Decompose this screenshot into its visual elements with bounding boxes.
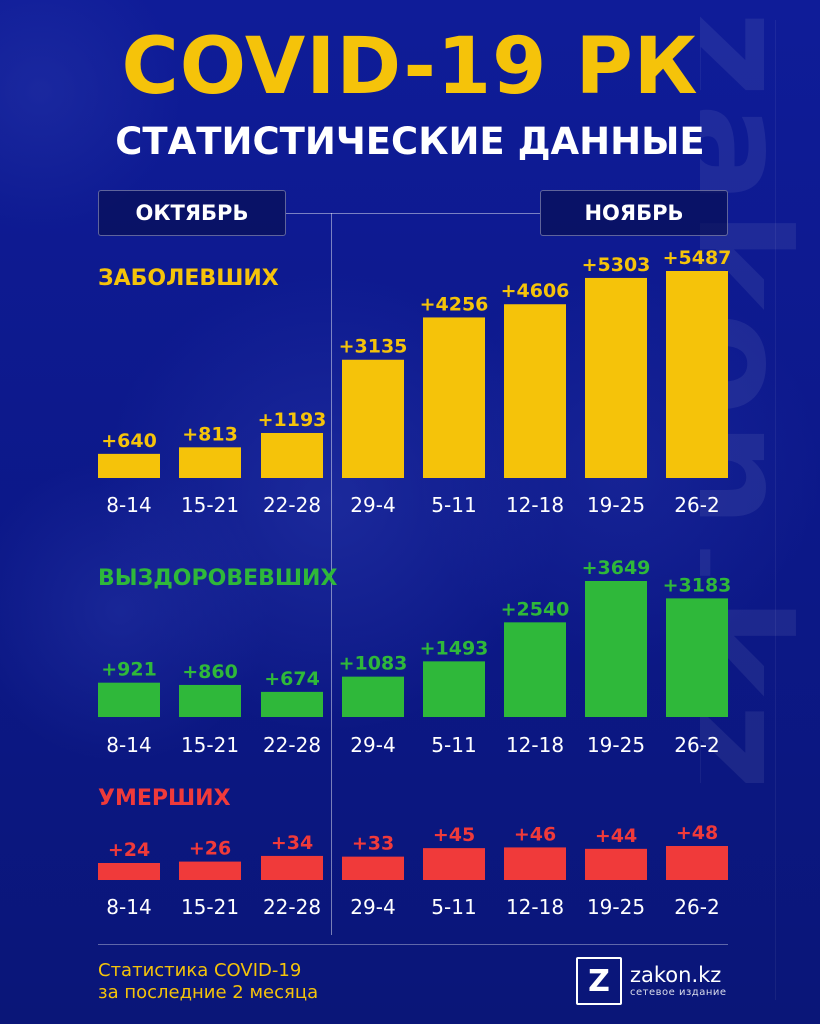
bar-deaths-29-4	[342, 856, 404, 880]
bar-deaths-12-18	[504, 847, 566, 880]
tick-label-cases-12-18: 12-18	[506, 493, 564, 517]
bar-cases-15-21	[179, 447, 241, 478]
tick-label-deaths-8-14: 8-14	[106, 895, 151, 919]
bar-recovered-22-28	[261, 691, 323, 717]
chart-cases: ЗАБОЛЕВШИХ +640 8-14 +813 15-21 +1193 22-28 +31…	[98, 247, 731, 517]
bar-recovered-15-21	[179, 684, 241, 717]
tick-label-recovered-29-4: 29-4	[350, 733, 395, 757]
bar-recovered-26-2	[666, 598, 728, 717]
tick-label-deaths-19-25: 19-25	[587, 895, 645, 919]
tick-label-deaths-15-21: 15-21	[181, 895, 239, 919]
data-label-cases-5-11: +4256	[420, 293, 489, 315]
data-label-cases-29-4: +3135	[339, 336, 408, 358]
chart-title-cases: ЗАБОЛЕВШИХ	[98, 266, 279, 291]
bar-recovered-29-4	[342, 676, 404, 717]
data-label-cases-8-14: +640	[101, 430, 157, 452]
tick-label-cases-5-11: 5-11	[431, 493, 476, 517]
tick-label-recovered-26-2: 26-2	[674, 733, 719, 757]
data-label-deaths-29-4: +33	[352, 833, 394, 855]
data-label-cases-26-2: +5487	[663, 247, 732, 269]
bar-deaths-26-2	[666, 846, 728, 880]
data-label-recovered-5-11: +1493	[420, 637, 489, 659]
tick-label-cases-29-4: 29-4	[350, 493, 395, 517]
data-label-deaths-15-21: +26	[189, 838, 231, 860]
data-label-recovered-8-14: +921	[101, 659, 157, 681]
tick-label-cases-15-21: 15-21	[181, 493, 239, 517]
tick-label-deaths-12-18: 12-18	[506, 895, 564, 919]
watermark-border	[775, 20, 789, 1000]
tick-label-deaths-29-4: 29-4	[350, 895, 395, 919]
tick-label-recovered-15-21: 15-21	[181, 733, 239, 757]
tick-label-recovered-5-11: 5-11	[431, 733, 476, 757]
data-label-deaths-8-14: +24	[108, 839, 150, 861]
footer-divider	[98, 944, 728, 945]
tick-label-recovered-19-25: 19-25	[587, 733, 645, 757]
data-label-cases-22-28: +1193	[258, 409, 327, 431]
page-subtitle: СТАТИСТИЧЕСКИЕ ДАННЫЕ	[115, 120, 705, 163]
month-divider-line	[331, 213, 332, 935]
tick-label-recovered-12-18: 12-18	[506, 733, 564, 757]
data-label-recovered-22-28: +674	[264, 668, 320, 690]
data-label-deaths-5-11: +45	[433, 824, 475, 846]
month-label-november: НОЯБРЬ	[540, 190, 728, 236]
data-label-deaths-12-18: +46	[514, 823, 556, 845]
bar-deaths-22-28	[261, 855, 323, 880]
tick-label-cases-26-2: 26-2	[674, 493, 719, 517]
data-label-cases-15-21: +813	[182, 423, 238, 445]
bar-deaths-8-14	[98, 863, 160, 880]
bar-recovered-12-18	[504, 622, 566, 717]
bar-recovered-8-14	[98, 682, 160, 717]
bar-deaths-19-25	[585, 848, 647, 880]
tick-label-cases-8-14: 8-14	[106, 493, 151, 517]
data-label-deaths-22-28: +34	[271, 832, 313, 854]
tick-label-deaths-22-28: 22-28	[263, 895, 321, 919]
month-label-october: ОКТЯБРЬ	[98, 190, 286, 236]
bar-recovered-19-25	[585, 581, 647, 717]
logo-mark: Z	[576, 957, 622, 1005]
tick-label-deaths-5-11: 5-11	[431, 895, 476, 919]
bar-cases-12-18	[504, 304, 566, 478]
zakon-logo: Z zakon.kz сетевое издание	[576, 956, 727, 1006]
bar-cases-29-4	[342, 359, 404, 478]
month-connector-line	[286, 213, 540, 214]
bar-deaths-15-21	[179, 861, 241, 880]
footer-note-line2: за последние 2 месяца	[98, 982, 319, 1003]
data-label-recovered-12-18: +2540	[501, 598, 570, 620]
data-label-deaths-19-25: +44	[595, 825, 637, 847]
tick-label-recovered-8-14: 8-14	[106, 733, 151, 757]
page-title: COVID-19 РК	[121, 22, 699, 112]
bar-cases-19-25	[585, 277, 647, 478]
bar-cases-8-14	[98, 453, 160, 478]
data-label-recovered-15-21: +860	[182, 661, 238, 683]
data-label-cases-12-18: +4606	[501, 280, 570, 302]
tick-label-recovered-22-28: 22-28	[263, 733, 321, 757]
data-label-deaths-26-2: +48	[676, 822, 718, 844]
bar-recovered-5-11	[423, 661, 485, 717]
bar-cases-22-28	[261, 432, 323, 478]
tick-label-cases-22-28: 22-28	[263, 493, 321, 517]
chart-recovered: ВЫЗДОРОВЕВШИХ +921 8-14 +860 15-21 +674 22-28 +…	[98, 557, 731, 757]
tick-label-cases-19-25: 19-25	[587, 493, 645, 517]
bar-deaths-5-11	[423, 848, 485, 880]
chart-title-recovered: ВЫЗДОРОВЕВШИХ	[98, 566, 337, 591]
logo-tagline: сетевое издание	[630, 987, 727, 998]
data-label-recovered-29-4: +1083	[339, 653, 408, 675]
bar-cases-26-2	[666, 271, 728, 478]
tick-label-deaths-26-2: 26-2	[674, 895, 719, 919]
chart-title-deaths: УМЕРШИХ	[98, 786, 231, 811]
logo-name: zakon.kz	[630, 963, 722, 987]
data-label-recovered-26-2: +3183	[663, 574, 732, 596]
logo-text: zakon.kz сетевое издание	[630, 963, 727, 999]
data-label-cases-19-25: +5303	[582, 254, 651, 276]
footer-note: Статистика COVID-19 за последние 2 месяц…	[98, 960, 428, 1004]
chart-deaths: УМЕРШИХ +24 8-14 +26 15-21 +34 22-28 +33 29-4 +45…	[98, 786, 728, 919]
data-label-recovered-19-25: +3649	[582, 557, 651, 579]
footer-note-line1: Статистика COVID-19	[98, 960, 302, 981]
bar-cases-5-11	[423, 317, 485, 478]
